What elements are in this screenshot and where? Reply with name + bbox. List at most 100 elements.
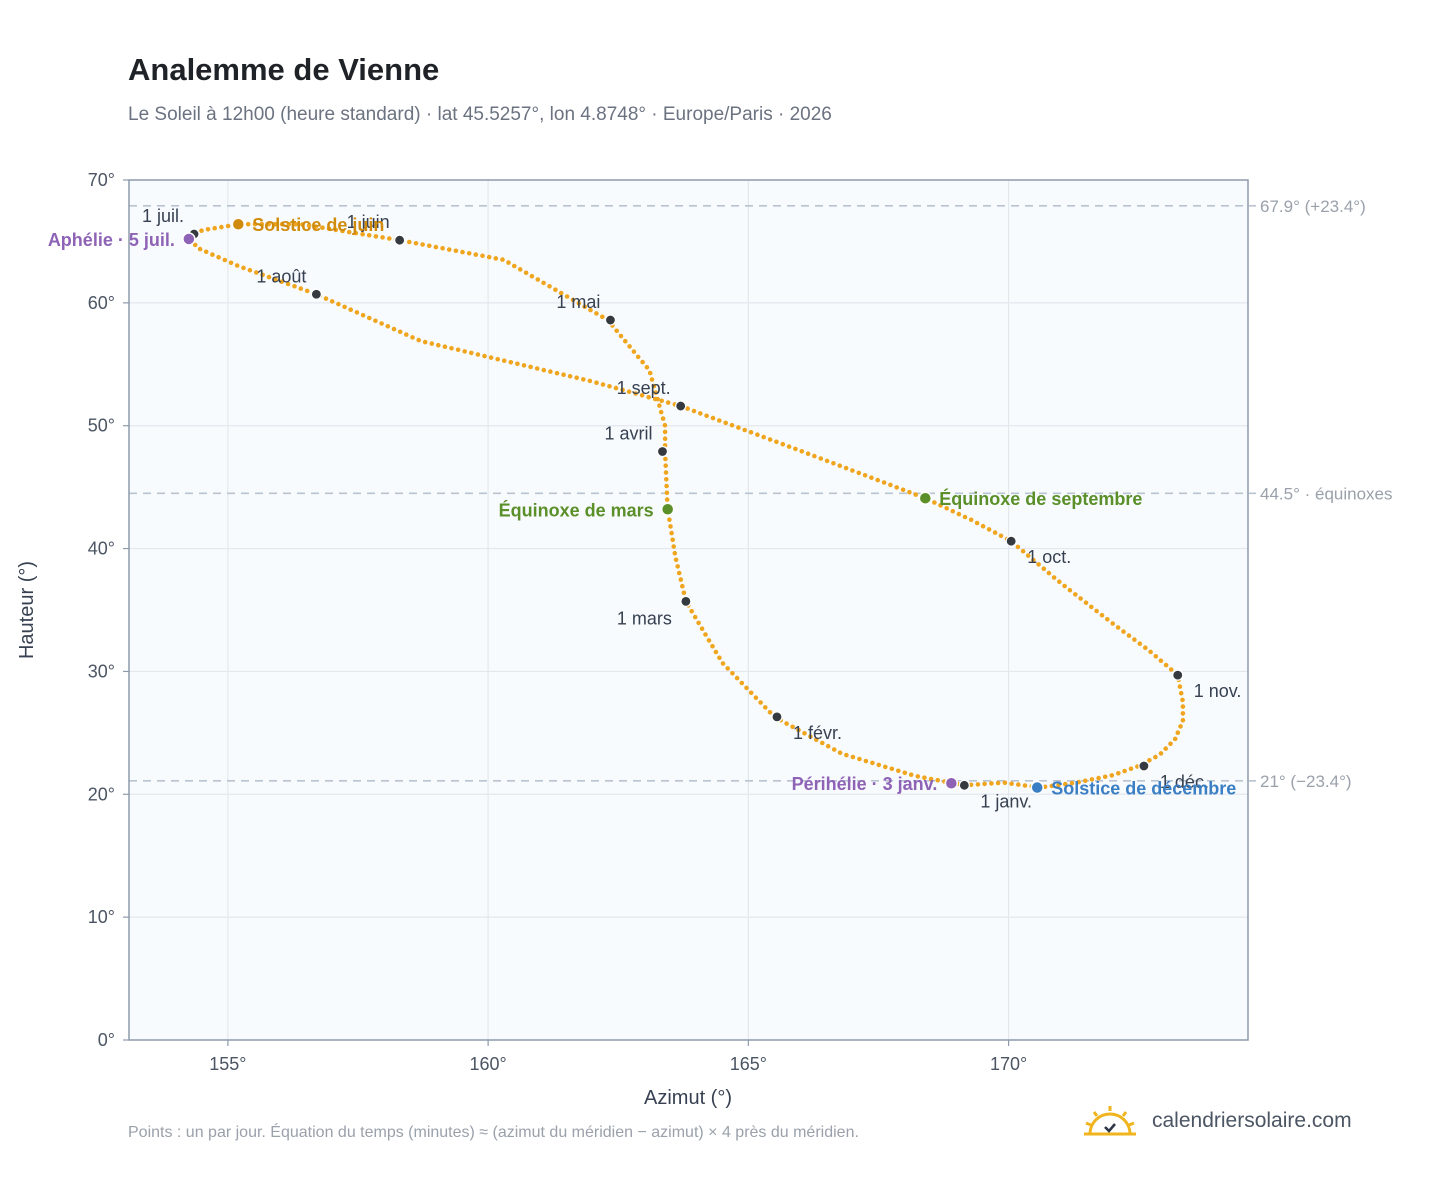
daily-sun-point: [1148, 649, 1153, 655]
daily-sun-point: [626, 389, 632, 395]
daily-sun-point: [796, 727, 801, 733]
daily-sun-point: [225, 223, 231, 229]
daily-sun-point: [696, 620, 701, 626]
daily-sun-point: [613, 385, 619, 391]
daily-sun-point: [561, 372, 566, 378]
daily-sun-point: [935, 777, 940, 783]
daily-sun-point: [763, 705, 768, 710]
daily-sun-point: [673, 557, 679, 563]
daily-sun-point: [1063, 781, 1068, 787]
daily-sun-point: [736, 425, 741, 430]
daily-sun-point: [192, 242, 198, 248]
daily-sun-point: [922, 775, 927, 780]
daily-sun-point: [313, 224, 319, 229]
daily-sun-point: [203, 249, 209, 255]
daily-sun-point: [896, 768, 901, 774]
daily-sun-point: [620, 387, 625, 393]
daily-sun-point: [623, 338, 628, 344]
daily-sun-point: [875, 477, 880, 483]
month-label: 1 sept.: [617, 378, 671, 398]
daily-sun-point: [720, 661, 726, 666]
daily-sun-point: [1128, 766, 1134, 771]
daily-sun-point: [1015, 544, 1021, 550]
daily-sun-point: [416, 337, 422, 343]
daily-sun-point: [748, 430, 754, 435]
daily-sun-point: [633, 391, 638, 396]
daily-sun-point: [469, 350, 474, 356]
daily-sun-point: [850, 754, 856, 760]
daily-sun-point: [660, 416, 666, 421]
daily-sun-point: [802, 731, 807, 736]
daily-sun-point: [517, 267, 523, 272]
daily-sun-point: [662, 436, 668, 442]
daily-sun-point: [883, 764, 888, 770]
daily-sun-point: [856, 470, 862, 476]
daily-sun-point: [588, 307, 593, 313]
daily-sun-point: [427, 243, 432, 249]
daily-sun-point: [614, 328, 619, 334]
daily-sun-point: [938, 503, 943, 508]
daily-sun-point: [366, 233, 372, 238]
daily-sun-point: [668, 524, 673, 529]
daily-sun-point: [655, 396, 660, 402]
month-marker: [656, 445, 669, 458]
reference-lines: 67.9° (+23.4°) 44.5° · équinoxes 21° (−23.…: [129, 197, 1393, 791]
daily-sun-point: [651, 383, 657, 389]
brand-name: calendriersolaire.com: [1152, 1109, 1352, 1132]
daily-sun-point: [486, 254, 492, 260]
daily-sun-point: [379, 321, 384, 326]
daily-sun-point: [729, 422, 735, 428]
plot-background: [129, 180, 1248, 1040]
daily-sun-point: [1002, 780, 1008, 786]
month-label: 1 août: [256, 266, 306, 286]
daily-sun-point: [734, 675, 740, 681]
daily-sun-point: [558, 290, 564, 296]
daily-sun-point: [1096, 775, 1101, 781]
event-marker: [944, 776, 959, 790]
daily-sun-point: [1067, 587, 1073, 593]
daily-sun-point: [956, 511, 962, 517]
daily-sun-point: [723, 420, 728, 426]
daily-sun-point: [410, 335, 415, 340]
daily-sun-point: [582, 304, 587, 310]
daily-sun-point: [1031, 557, 1036, 563]
daily-sun-point: [515, 361, 520, 367]
daily-sun-point: [717, 655, 722, 661]
daily-sun-point: [1099, 612, 1105, 618]
daily-sun-point: [640, 359, 645, 365]
month-marker: [680, 595, 692, 608]
daily-sun-point: [1137, 641, 1143, 646]
month-marker: [675, 400, 687, 412]
daily-sun-point: [440, 246, 445, 251]
daily-sun-point: [326, 226, 332, 232]
daily-sun-point: [698, 411, 703, 416]
daily-sun-point: [380, 235, 385, 240]
x-tick-label: 160°: [470, 1054, 507, 1074]
daily-sun-point: [460, 249, 465, 255]
brand[interactable]: calendriersolaire.com: [1082, 1104, 1352, 1138]
daily-sun-point: [658, 409, 664, 415]
daily-sun-point: [462, 349, 468, 354]
daily-sun-point: [300, 222, 305, 227]
footnote: Points : un par jour. Équation du temps …: [128, 1124, 859, 1141]
daily-sun-point: [742, 427, 747, 433]
event-marker: [1030, 780, 1044, 795]
y-axis-label: Hauteur (°): [16, 561, 38, 659]
daily-sun-point: [422, 339, 428, 345]
y-tick-label: 50°: [88, 416, 115, 436]
daily-sun-point: [825, 743, 831, 749]
daily-sun-point: [367, 315, 372, 321]
daily-sun-point: [928, 776, 934, 782]
month-label: 1 juin: [347, 212, 390, 232]
daily-sun-point: [353, 230, 359, 236]
daily-sun-point: [672, 550, 678, 556]
daily-sun-point: [900, 487, 906, 493]
daily-sun-point: [831, 747, 837, 752]
month-marker: [310, 288, 322, 300]
daily-sun-point: [681, 590, 687, 596]
daily-sun-point: [818, 456, 824, 461]
daily-sun-point: [576, 301, 582, 306]
daily-sun-point: [1180, 711, 1186, 716]
daily-sun-point: [644, 365, 650, 370]
daily-sun-point: [662, 429, 668, 435]
